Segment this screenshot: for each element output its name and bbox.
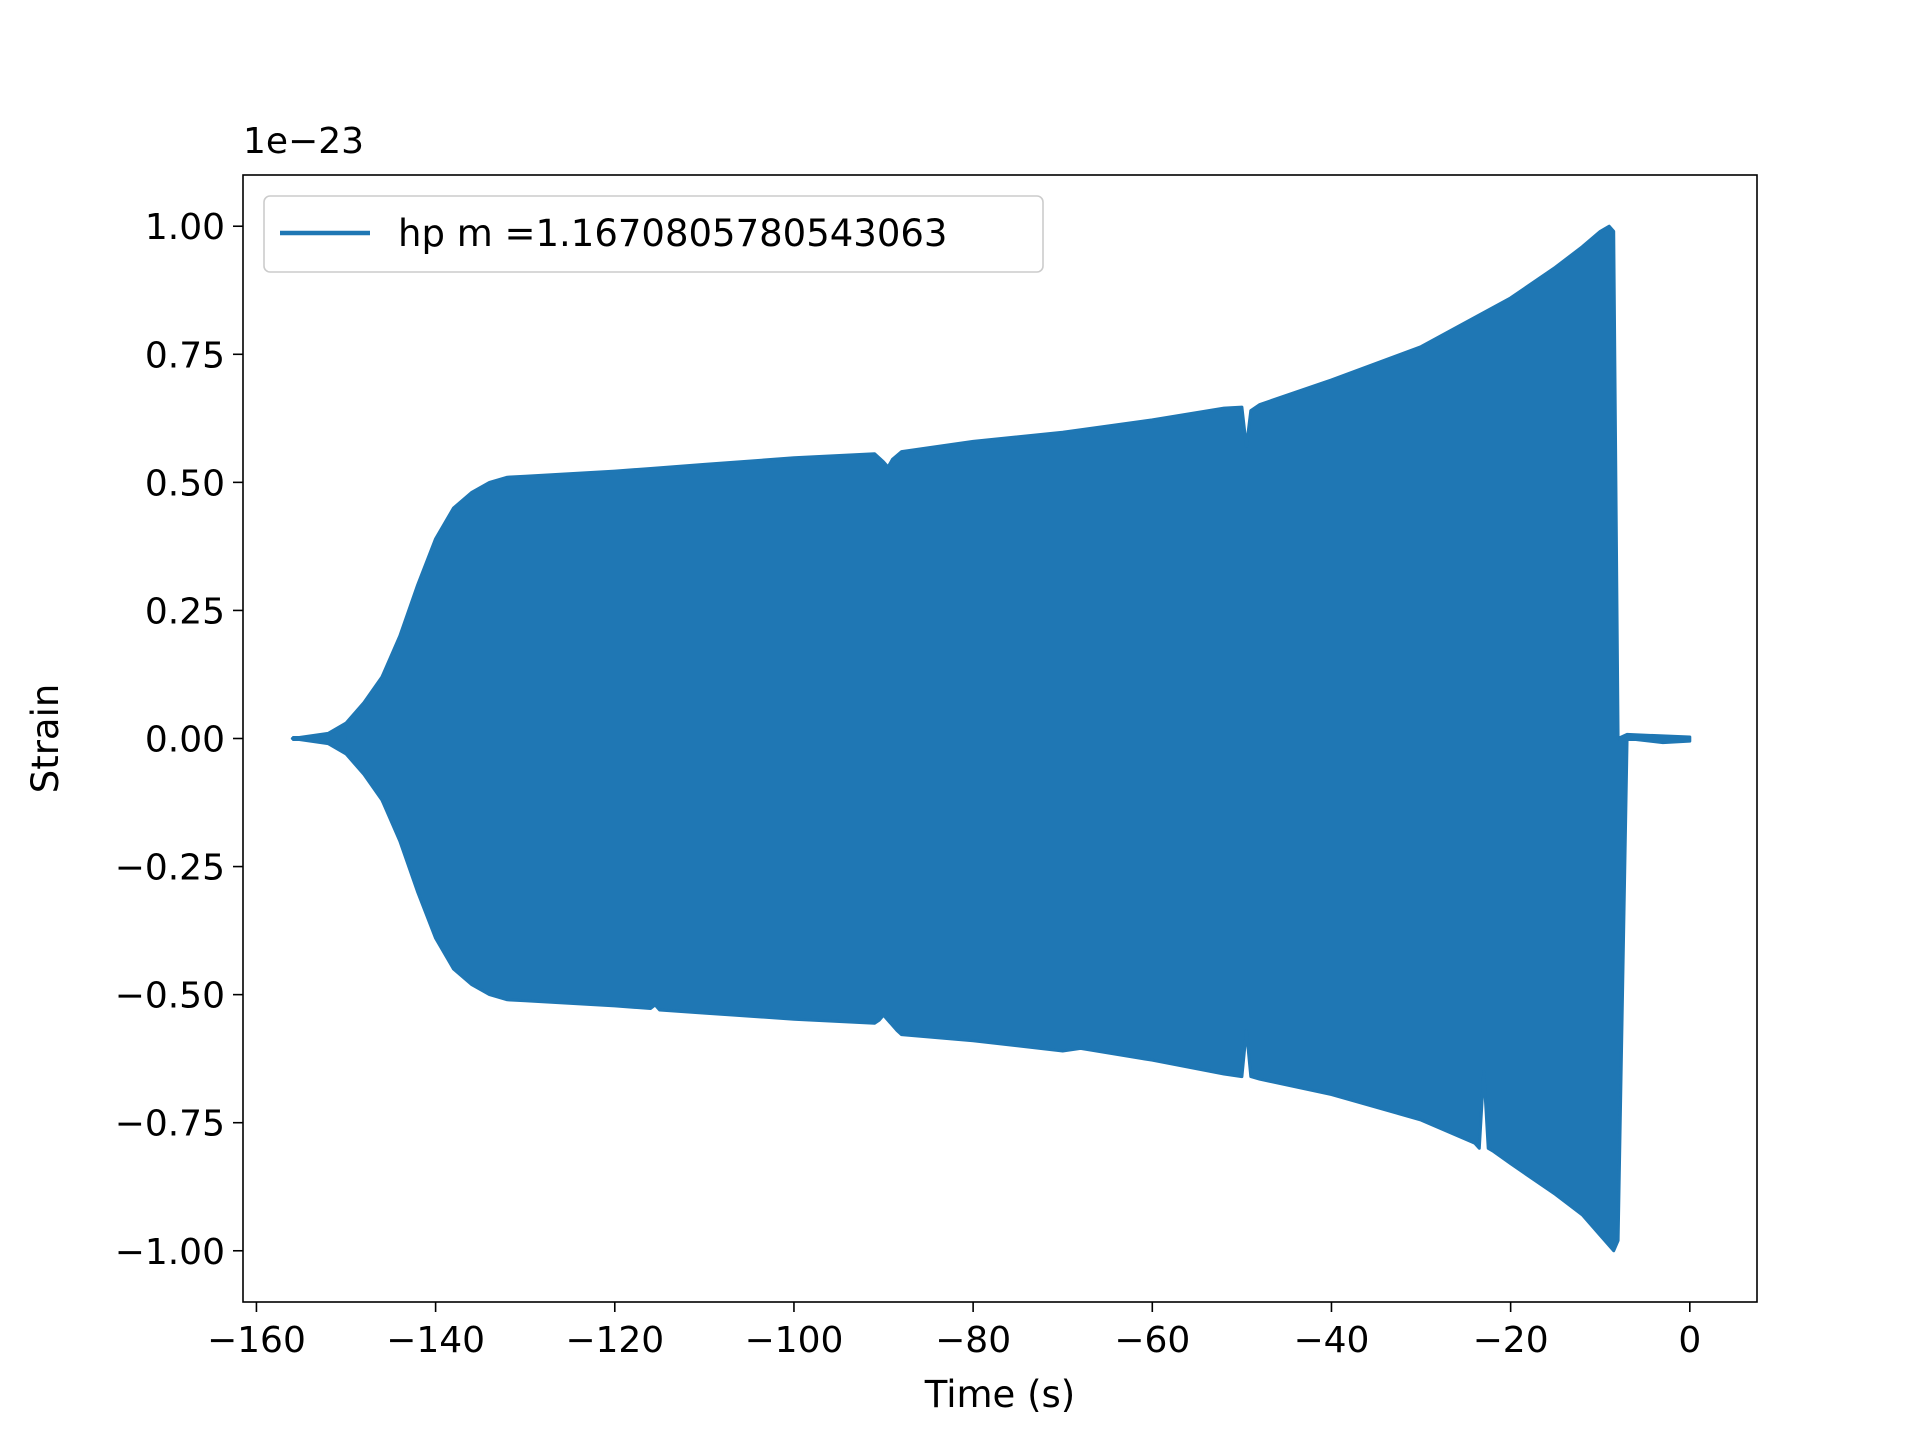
y-tick-label: 0.50 bbox=[145, 463, 225, 504]
x-tick-label: −140 bbox=[386, 1320, 485, 1361]
x-axis-title: Time (s) bbox=[924, 1373, 1075, 1416]
x-tick-label: 0 bbox=[1678, 1320, 1701, 1361]
legend: hp m =1.1670805780543063 bbox=[263, 195, 1044, 273]
x-tick-label: −160 bbox=[207, 1320, 306, 1361]
x-tick-label: −80 bbox=[935, 1320, 1011, 1361]
legend-box bbox=[263, 195, 1044, 273]
y-offset-label: 1e−23 bbox=[243, 121, 364, 162]
y-axis: 1.00 0.75 0.50 0.25 0.00 −0.25 −0.50 −0.75 −1.00 bbox=[115, 207, 243, 1273]
y-tick-label: 0.75 bbox=[145, 335, 225, 376]
x-tick-label: −60 bbox=[1114, 1320, 1190, 1361]
y-tick-label: −1.00 bbox=[115, 1232, 225, 1273]
x-tick-label: −20 bbox=[1473, 1320, 1549, 1361]
y-tick-label: 1.00 bbox=[145, 207, 225, 248]
series-hp-waveform bbox=[290, 224, 1692, 1253]
x-tick-label: −120 bbox=[565, 1320, 664, 1361]
y-tick-label: 0.00 bbox=[145, 720, 225, 761]
y-axis-title: Strain bbox=[24, 684, 67, 794]
legend-label: hp m =1.1670805780543063 bbox=[398, 212, 947, 255]
x-tick-label: −100 bbox=[745, 1320, 844, 1361]
plot-area bbox=[290, 224, 1692, 1253]
y-tick-label: 0.25 bbox=[145, 591, 225, 632]
x-axis: −160 −140 −120 −100 −80 −60 −40 −20 0 bbox=[207, 1302, 1701, 1361]
y-tick-label: −0.50 bbox=[115, 976, 225, 1017]
y-tick-label: −0.25 bbox=[115, 848, 225, 889]
y-tick-label: −0.75 bbox=[115, 1104, 225, 1145]
x-tick-label: −40 bbox=[1293, 1320, 1369, 1361]
